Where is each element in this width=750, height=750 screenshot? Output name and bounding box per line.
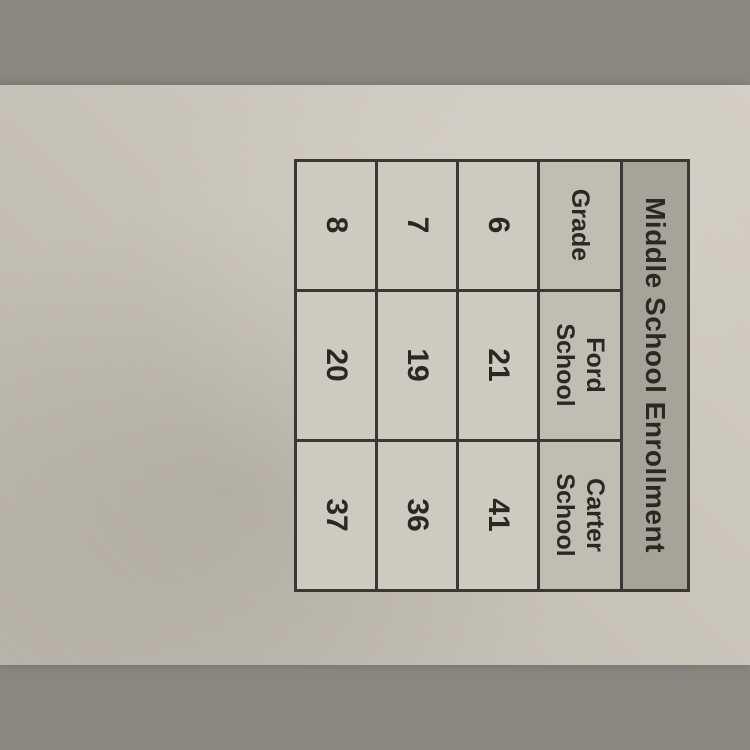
table-row: 6 21 41 (458, 160, 539, 590)
header-row: Grade Ford School Carter School (539, 160, 622, 590)
col-header-ford-line2: School (551, 323, 579, 406)
table-container: Middle School Enrollment Grade Ford Scho… (294, 159, 690, 592)
col-header-carter: Carter School (539, 440, 622, 590)
col-header-ford: Ford School (539, 290, 622, 440)
col-header-carter-line2: School (551, 473, 579, 556)
cell-grade: 8 (296, 160, 377, 290)
title-row: Middle School Enrollment (622, 160, 689, 590)
table-row: 7 19 36 (377, 160, 458, 590)
cell-grade: 6 (458, 160, 539, 290)
col-header-carter-line1: Carter (581, 478, 609, 552)
cell-grade: 7 (377, 160, 458, 290)
cell-carter: 36 (377, 440, 458, 590)
enrollment-table: Middle School Enrollment Grade Ford Scho… (294, 159, 690, 592)
col-header-ford-line1: Ford (581, 337, 609, 393)
cell-carter: 37 (296, 440, 377, 590)
cell-ford: 20 (296, 290, 377, 440)
cell-ford: 19 (377, 290, 458, 440)
cell-carter: 41 (458, 440, 539, 590)
table-row: 8 20 37 (296, 160, 377, 590)
col-header-grade: Grade (539, 160, 622, 290)
table-title: Middle School Enrollment (622, 160, 689, 590)
paper-sheet: Middle School Enrollment Grade Ford Scho… (0, 85, 750, 665)
cell-ford: 21 (458, 290, 539, 440)
